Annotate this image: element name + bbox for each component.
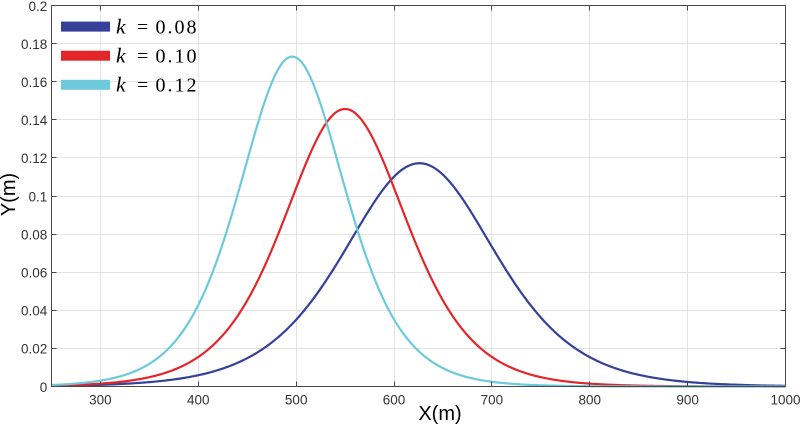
svg-text:900: 900 [676,393,699,408]
svg-text:1000: 1000 [770,393,800,408]
svg-text:0.02: 0.02 [21,342,47,357]
svg-text:0.2: 0.2 [29,0,48,14]
svg-text:0.1: 0.1 [29,189,48,204]
svg-text:0: 0 [40,380,48,395]
svg-text:800: 800 [579,393,602,408]
svg-text:0.06: 0.06 [21,266,47,281]
svg-text:400: 400 [187,393,210,408]
svg-text:500: 500 [285,393,308,408]
svg-text:k=0.08: k = 0.08 [116,14,199,38]
svg-text:0.18: 0.18 [21,37,47,52]
svg-text:k=0.12: k = 0.12 [116,73,199,97]
svg-text:X(m): X(m) [418,403,461,425]
svg-text:0.16: 0.16 [21,75,47,90]
svg-text:0.08: 0.08 [21,227,47,242]
svg-text:0.04: 0.04 [21,304,48,319]
svg-text:Y(m): Y(m) [0,173,20,216]
svg-text:600: 600 [383,393,406,408]
svg-text:300: 300 [89,393,112,408]
svg-text:k=0.10: k = 0.10 [116,44,199,68]
svg-text:0.12: 0.12 [21,151,47,166]
svg-text:0.14: 0.14 [21,113,48,128]
svg-text:700: 700 [481,393,504,408]
